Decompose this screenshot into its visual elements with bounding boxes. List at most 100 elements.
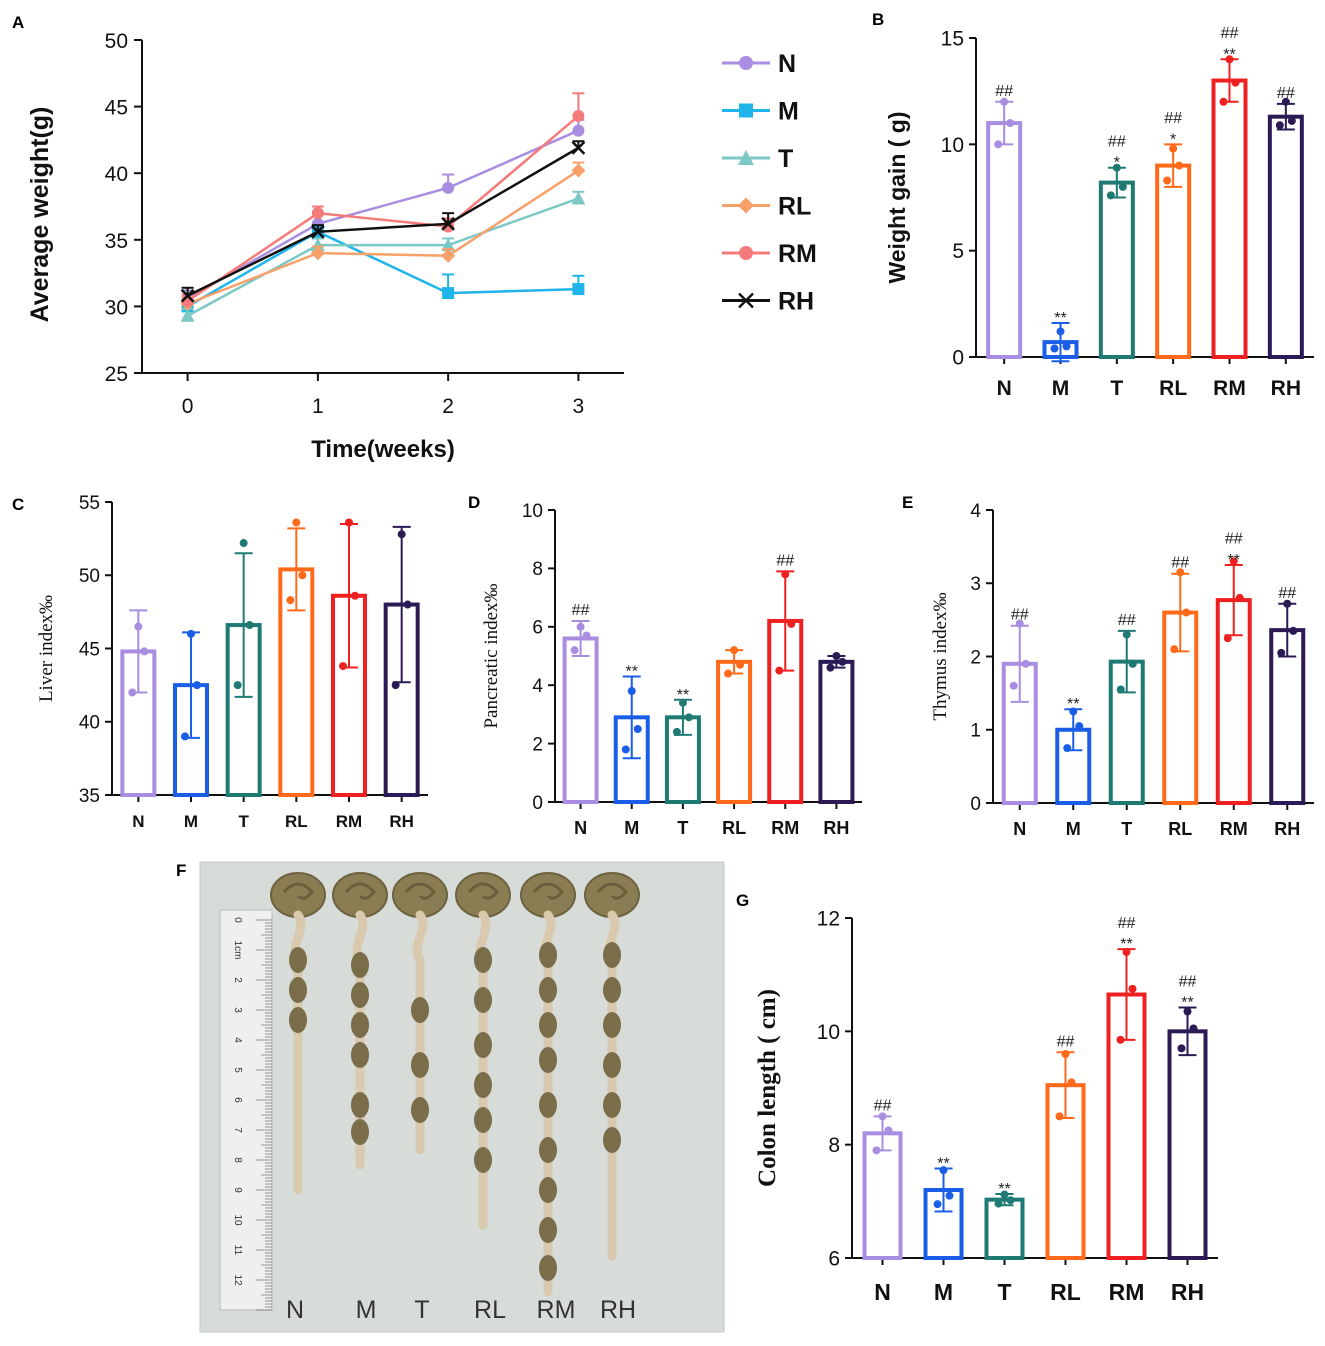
data-point: [684, 713, 693, 722]
marker-stroke: [571, 141, 586, 155]
legend-label: T: [778, 145, 793, 173]
panel-label-a: A: [12, 13, 24, 32]
fecal-pellet: [351, 952, 369, 978]
fecal-pellet: [539, 1047, 557, 1073]
bar-group-M: M: [173, 629, 209, 831]
y-tick-label: 4: [970, 501, 981, 522]
significance-mark: **: [1228, 552, 1240, 569]
panel-a-line-chart: 25 30 35 40 45 50 0 1 2 3 Time(weeks) Average weigh…: [26, 30, 624, 463]
data-point: [994, 140, 1003, 149]
data-point: [571, 163, 586, 178]
fecal-pellet: [351, 1012, 369, 1038]
data-point: [1225, 55, 1234, 64]
fecal-pellet: [411, 1097, 429, 1123]
bar-group-RL: ## RL: [1045, 1033, 1086, 1305]
ruler-number: 3: [232, 1007, 243, 1013]
data-point: [1000, 1190, 1009, 1199]
data-point: [403, 600, 412, 609]
ruler-number: 1cm: [232, 941, 243, 960]
data-point: [1177, 1044, 1186, 1053]
bar-group-T: ** T: [664, 687, 701, 838]
x-tick-label: 1: [312, 395, 324, 418]
significance-mark: ##: [572, 602, 590, 619]
x-tick-label: RM: [336, 812, 362, 831]
y-tick-label: 45: [79, 639, 100, 660]
series-line: [186, 230, 579, 308]
data-point: [1050, 344, 1059, 353]
data-point: [572, 283, 585, 296]
series-line: [187, 169, 580, 305]
significance-mark: ##: [1221, 25, 1239, 42]
y-tick-label: 50: [79, 566, 100, 587]
y-tick-label: 8: [828, 1134, 840, 1157]
data-point: [1169, 144, 1178, 153]
x-tick-label: RL: [285, 812, 308, 831]
x-tick-label: T: [677, 818, 688, 838]
data-point: [310, 246, 325, 261]
panel-label-g: G: [736, 891, 749, 910]
data-point: [933, 1200, 942, 1209]
colon-T: T: [392, 872, 448, 1324]
bar-group-N: ## N: [986, 83, 1023, 400]
bar: [984, 1197, 1025, 1260]
data-point: [442, 287, 455, 300]
marker-stroke: [180, 288, 195, 303]
legend-marker: [738, 197, 754, 214]
bar-group-RH: ** ## RH: [1167, 973, 1208, 1305]
data-point: [1122, 948, 1131, 956]
data-point: [310, 238, 325, 252]
significance-mark: **: [626, 663, 638, 680]
panel-f-colon-photo: 0 1cm 2 3 4 5 6 7 8 9 10 11 12 N M T RL RM RH: [199, 861, 725, 1333]
y-tick-label: 35: [105, 230, 128, 253]
x-tick-label: RM: [1109, 1279, 1145, 1305]
significance-mark: ##: [995, 83, 1013, 100]
significance-mark: **: [937, 1155, 949, 1172]
bar-group-RL: RL: [278, 518, 315, 831]
bar-group-RM: ** ## RM: [1215, 531, 1252, 839]
photo-label: RM: [537, 1296, 576, 1324]
series-line: [186, 197, 579, 317]
data-point: [441, 238, 456, 252]
y-tick-label: 3: [970, 574, 981, 595]
significance-mark: ##: [1164, 110, 1182, 127]
bar-group-N: N: [120, 609, 157, 831]
data-point: [187, 629, 195, 638]
data-point: [1015, 619, 1024, 628]
fecal-pellet: [539, 977, 557, 1003]
bar-group-RH: ## RH: [1269, 585, 1306, 839]
data-point: [787, 619, 796, 628]
x-tick-label: M: [934, 1279, 953, 1305]
data-point: [1223, 634, 1232, 643]
y-tick-label: 15: [941, 28, 964, 51]
panel-label-b: B: [872, 10, 884, 29]
ruler-number: 12: [232, 1274, 243, 1286]
fecal-pellet: [289, 977, 307, 1003]
x-tick-label: M: [184, 812, 198, 831]
bar-group-M: ** M: [613, 663, 650, 838]
data-point: [193, 681, 201, 690]
data-point: [339, 662, 347, 671]
fecal-pellet: [474, 1147, 492, 1173]
cecum: [392, 872, 448, 918]
y-tick-label: 40: [105, 163, 128, 186]
fecal-pellet: [351, 1092, 369, 1118]
data-point: [1112, 163, 1121, 172]
data-point: [1056, 327, 1065, 336]
fecal-pellet: [351, 982, 369, 1008]
data-point: [442, 181, 455, 194]
data-point: [571, 141, 586, 155]
fecal-pellet: [603, 977, 621, 1003]
data-point: [994, 1199, 1003, 1208]
data-point: [736, 660, 745, 669]
data-point: [298, 571, 307, 580]
data-point: [1277, 648, 1286, 657]
panel-c-bar-chart: 35 40 45 50 55 N M T RL RM RH Liver index‰: [36, 493, 428, 831]
data-point: [781, 570, 790, 579]
data-point: [678, 698, 687, 707]
data-point: [1182, 608, 1191, 617]
data-point: [1021, 659, 1030, 668]
series-line: [186, 129, 579, 300]
y-tick-label: 1: [970, 721, 981, 742]
data-point: [730, 646, 739, 655]
bar-group-M: ** M: [923, 1155, 964, 1305]
